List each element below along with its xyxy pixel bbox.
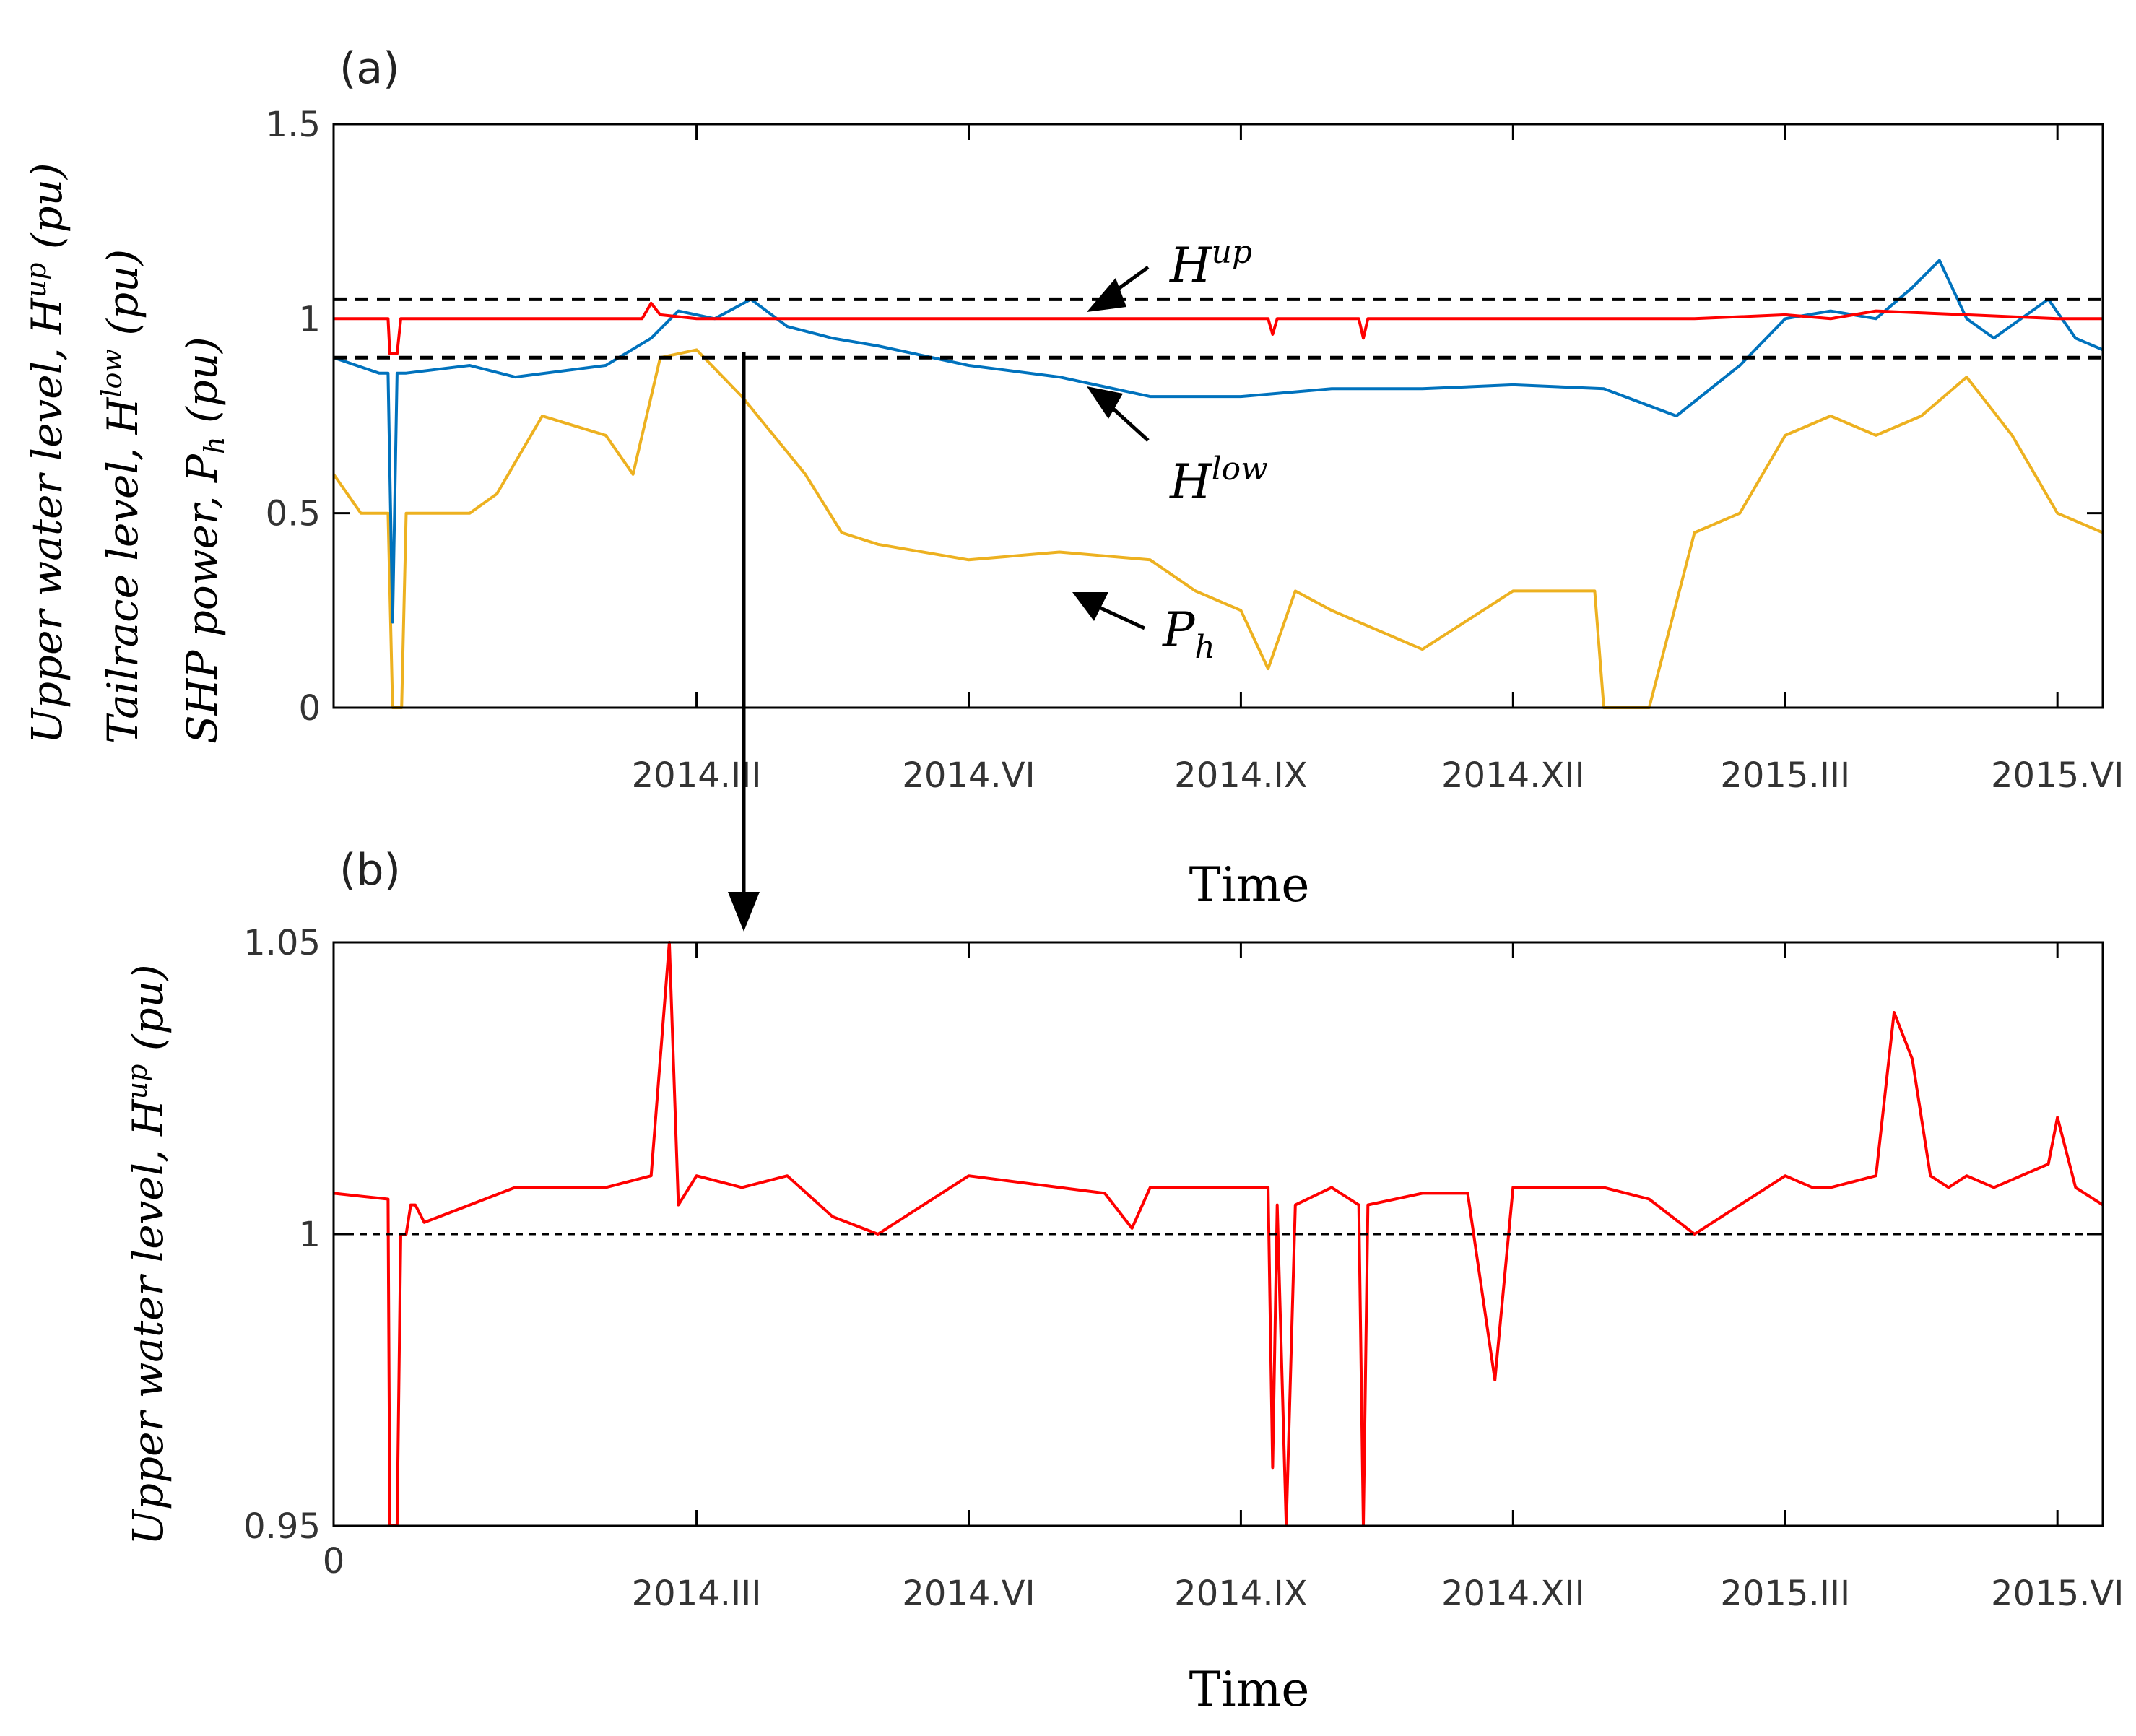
series-line-h-low xyxy=(333,259,2104,624)
panel-a-ytick-label: 0 xyxy=(298,688,321,729)
panel-b-xtick-label: 2014.IX xyxy=(1174,1574,1307,1614)
panel-a-ylabel-line-1: Upper water level, Hup (pu) xyxy=(20,162,71,744)
panel-a: (a) Upper water level, Hup (pu) Tailrace… xyxy=(20,43,2124,932)
panel-a-ylabel-line-2: Tailrace level, Hlow (pu) xyxy=(96,249,147,744)
annotation-p-h-label: Ph xyxy=(1162,602,1215,666)
annotation-h-up: Hup xyxy=(1087,234,1252,312)
panel-b-xtick-label: 0 xyxy=(323,1541,345,1581)
series-line-h-up xyxy=(333,941,2104,1527)
panel-b-ytick-label: 1 xyxy=(298,1215,321,1255)
panel-a-xtick-label: 2014.III xyxy=(632,755,762,796)
panel-b-xticks: 0 2014.III 2014.VI 2014.IX 2014.XII 2015.III 2… xyxy=(323,942,2124,1614)
annotation-h-low-label: Hlow xyxy=(1169,451,1268,510)
annotation-p-h: Ph xyxy=(1072,592,1215,666)
annotation-p-h-sub: h xyxy=(1194,629,1215,666)
panel-a-label: (a) xyxy=(339,43,400,94)
panel-b-ytick-label: 1.05 xyxy=(243,923,321,963)
annotation-h-low-arrow-line xyxy=(1107,403,1150,442)
annotation-p-h-base: P xyxy=(1162,602,1196,658)
annotation-h-low-base: H xyxy=(1169,454,1212,510)
annotation-h-up-sup: up xyxy=(1212,234,1253,271)
panel-a-xtick-label: 2014.VI xyxy=(902,755,1035,796)
panel-a-xlabel: Time xyxy=(1189,857,1310,913)
annotation-h-low: Hlow xyxy=(1087,386,1268,510)
panel-a-xtick-label: 2014.XII xyxy=(1441,755,1585,796)
panel-a-ylabel-line-3: SHP power, Ph (pu) xyxy=(178,337,230,744)
zoom-connector-arrow xyxy=(728,352,760,932)
panel-b-xtick-label: 2014.XII xyxy=(1441,1574,1585,1614)
panel-a-xticks: 2014.III 2014.VI 2014.IX 2014.XII 2015.III 20… xyxy=(632,124,2124,796)
panel-a-xtick-label: 2015.III xyxy=(1720,755,1850,796)
panel-b-ytick-label: 0.95 xyxy=(243,1506,321,1547)
annotation-h-up-base: H xyxy=(1169,238,1212,293)
panel-b-series xyxy=(333,941,2104,1527)
panel-b-plot-frame xyxy=(332,941,2104,1527)
panel-b-xlabel: Time xyxy=(1189,1662,1310,1717)
panel-b: (b) Upper water level, Hup (pu) 0.95 1 1.0… xyxy=(121,845,2124,1717)
panel-b-xtick-label: 2015.VI xyxy=(1991,1574,2124,1614)
annotation-h-low-arrowhead xyxy=(1087,386,1123,419)
annotation-h-up-label: Hup xyxy=(1169,234,1252,293)
panel-b-xtick-label: 2014.III xyxy=(632,1574,762,1614)
panel-b-xtick-label: 2015.III xyxy=(1720,1574,1850,1614)
series-line-p-h xyxy=(332,348,2104,709)
series-line-h-up xyxy=(334,301,2103,355)
annotation-p-h-arrow-line xyxy=(1096,604,1146,630)
panel-a-plot-frame xyxy=(332,123,2104,709)
panel-a-ytick-label: 1 xyxy=(298,299,321,339)
panel-b-xtick-label: 2014.VI xyxy=(902,1574,1035,1614)
annotation-h-low-sup: low xyxy=(1212,451,1268,487)
annotation-p-h-arrowhead xyxy=(1072,592,1108,621)
panel-b-label: (b) xyxy=(339,845,401,895)
panel-a-ytick-label: 0.5 xyxy=(266,494,321,534)
panel-a-xtick-label: 2014.IX xyxy=(1174,755,1307,796)
annotation-h-up-arrowhead xyxy=(1087,278,1126,312)
panel-a-xtick-label: 2015.VI xyxy=(1991,755,2124,796)
panel-a-series xyxy=(332,259,2104,709)
zoom-connector-arrowhead xyxy=(728,892,760,932)
panel-a-reference-lines xyxy=(334,297,2103,360)
panel-a-ytick-label: 1.5 xyxy=(266,105,321,145)
panel-b-ylabel: Upper water level, Hup (pu) xyxy=(121,964,173,1545)
